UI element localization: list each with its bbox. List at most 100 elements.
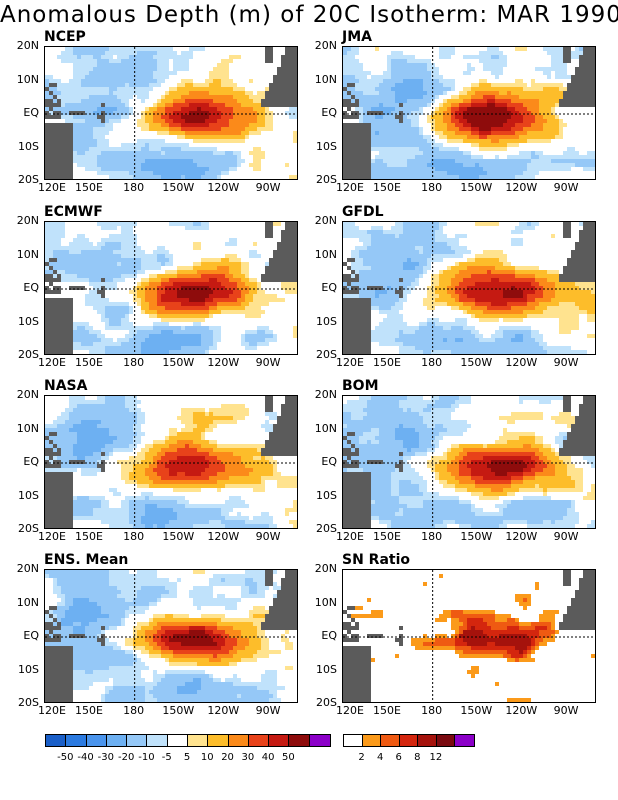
lat-tick-label: 10S [316, 488, 337, 502]
lat-tick-label: 20N [16, 388, 39, 401]
lat-tick-label: 20S [18, 696, 39, 709]
lon-tick-label: 90W [553, 181, 579, 194]
panel-title: JMA [342, 29, 372, 45]
lat-tick-label: 20N [16, 562, 39, 575]
lat-tick-label: 10N [314, 247, 337, 261]
lat-tick-label: 10S [316, 139, 337, 153]
lat-tick-label: EQ [23, 455, 39, 468]
lon-tick-label: 150E [372, 181, 401, 194]
map-area [44, 221, 298, 355]
colorbar-swatch [362, 735, 382, 746]
lat-tick-label: 20N [314, 214, 337, 227]
field-plot [343, 396, 595, 528]
lon-tick-label: 90W [255, 530, 281, 543]
colorbar-label: -10 [138, 752, 155, 763]
lon-tick-label: 180 [123, 530, 145, 543]
panel-title: BOM [342, 378, 379, 394]
colorbar-swatch [344, 735, 363, 746]
colorbar-swatch [248, 735, 270, 746]
colorbar-label: 20 [221, 752, 234, 763]
field-plot [343, 570, 595, 702]
panel-title: NASA [44, 378, 88, 394]
lon-tick-label: 120W [207, 181, 240, 194]
colorbar-label: -5 [161, 752, 172, 763]
lat-tick-label: 20N [16, 39, 39, 52]
lon-tick-label: 120W [505, 704, 538, 717]
lat-tick-label: EQ [321, 106, 337, 119]
colorbar-label: 12 [429, 752, 443, 763]
colorbar-label: 30 [241, 752, 255, 763]
colorbar-swatch [309, 735, 330, 746]
colorbar-swatch [46, 735, 67, 746]
lat-tick-label: 10N [16, 72, 39, 86]
lon-tick-label: 120E [336, 181, 364, 194]
lat-tick-label: 10S [18, 314, 39, 328]
map-area [44, 46, 298, 180]
lat-tick-label: 10N [16, 595, 39, 609]
lat-tick-label: EQ [23, 629, 39, 642]
lon-tick-label: 120E [38, 704, 66, 717]
lat-tick-label: 10S [18, 662, 39, 676]
map-area [44, 395, 298, 529]
lat-tick-label: 10S [18, 139, 39, 153]
colorbar-swatch [106, 735, 128, 746]
lon-tick-label: 150W [460, 704, 493, 717]
lat-tick-label: 10N [314, 72, 337, 86]
colorbar-label: 10 [200, 752, 214, 763]
map-panel-nasa: NASA 20N 10N EQ 10S 20S 120E 150E 180 150W 120W 90W [0, 378, 306, 551]
lat-tick-label: 10N [314, 595, 337, 609]
colorbar-label: -20 [117, 752, 135, 763]
field-plot [343, 47, 595, 179]
panel-title: ENS. Mean [44, 552, 129, 568]
lat-tick-label: EQ [321, 455, 337, 468]
colorbar-swatch [127, 735, 148, 746]
map-panel-sn-ratio: SN Ratio 20N 10N EQ 10S 20S 120E 150E 180 150W 120… [298, 552, 604, 725]
lon-tick-label: 90W [255, 181, 281, 194]
map-panel-jma: JMA 20N 10N EQ 10S 20S 120E 150E 180 150W 120W 90W [298, 29, 604, 202]
lat-tick-label: EQ [23, 281, 39, 294]
panel-title: NCEP [44, 29, 86, 45]
lat-tick-label: 10N [16, 247, 39, 261]
lon-tick-label: 120W [505, 356, 538, 369]
lon-tick-label: 180 [123, 704, 145, 717]
anomaly-colorbar [45, 734, 331, 747]
lon-tick-label: 150E [74, 530, 103, 543]
lon-tick-label: 180 [421, 704, 443, 717]
lat-tick-label: 20S [316, 696, 337, 709]
field-plot [45, 396, 297, 528]
colorbar-swatch [147, 735, 168, 746]
colorbar-label: 6 [395, 752, 402, 763]
lat-tick-label: 10S [18, 488, 39, 502]
map-panel-ecmwf: ECMWF 20N 10N EQ 10S 20S 120E 150E 180 150W 120W 90… [0, 204, 306, 377]
colorbar-swatch [228, 735, 249, 746]
lon-tick-label: 120E [336, 704, 364, 717]
lon-tick-label: 150E [74, 704, 103, 717]
colorbar-swatch [167, 735, 188, 746]
lat-tick-label: 10S [316, 662, 337, 676]
field-plot [45, 222, 297, 354]
field-plot [343, 222, 595, 354]
lat-tick-label: EQ [321, 281, 337, 294]
colorbar-swatch [66, 735, 87, 746]
lat-tick-label: 20S [18, 348, 39, 361]
field-plot [45, 570, 297, 702]
lon-tick-label: 180 [123, 356, 145, 369]
colorbar-swatch [289, 735, 310, 746]
lon-tick-label: 150W [460, 181, 493, 194]
lon-tick-label: 120E [38, 530, 66, 543]
lon-tick-label: 150E [74, 356, 103, 369]
lon-tick-label: 150E [372, 530, 401, 543]
lon-tick-label: 180 [421, 181, 443, 194]
panel-title: ECMWF [44, 204, 103, 220]
map-area [342, 569, 596, 703]
lon-tick-label: 90W [255, 356, 281, 369]
colorbar-label: 40 [261, 752, 275, 763]
colorbar-label: 4 [376, 752, 384, 763]
lon-tick-label: 180 [421, 530, 443, 543]
lon-tick-label: 120W [505, 181, 538, 194]
lat-tick-label: EQ [321, 629, 337, 642]
colorbar-swatch [436, 735, 456, 746]
colorbar-label: -50 [57, 752, 74, 763]
lon-tick-label: 150W [162, 530, 195, 543]
field-plot [45, 47, 297, 179]
